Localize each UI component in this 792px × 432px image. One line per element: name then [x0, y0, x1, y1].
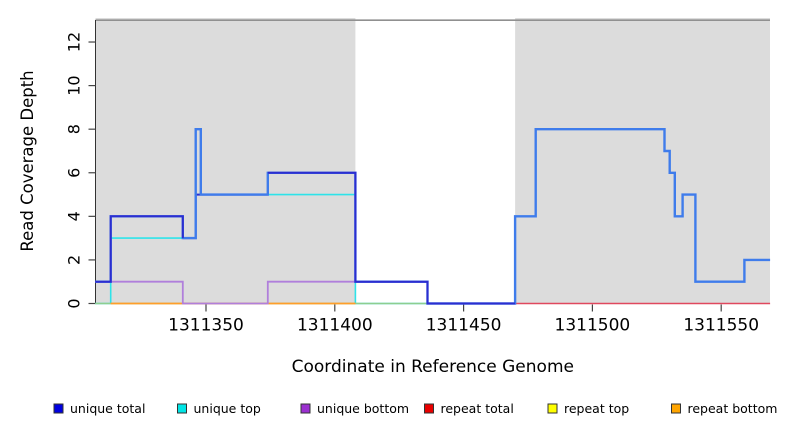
- y-tick-label: 6: [64, 168, 83, 178]
- legend-item: repeat bottom: [671, 401, 778, 416]
- y-tick-label: 2: [65, 255, 84, 265]
- y-tick-label: 12: [65, 32, 84, 52]
- legend-swatch-unique-total-icon: [53, 403, 64, 414]
- legend-item: unique total: [53, 401, 145, 416]
- legend-swatch-repeat-bottom-icon: [671, 403, 681, 414]
- series-unique-total-left-a-line: [95, 215, 184, 283]
- y-tick-label: 0: [65, 298, 84, 308]
- legend-item: unique bottom: [300, 401, 409, 416]
- legend-item: unique top: [177, 401, 261, 416]
- y-tick-label: 10: [65, 75, 84, 95]
- legend-label: repeat total: [441, 401, 514, 416]
- legend-swatch-repeat-top-icon: [547, 403, 558, 414]
- legend-label: repeat top: [564, 401, 629, 416]
- legend-swatch-repeat-total-icon: [424, 403, 434, 414]
- x-tick-label: 1311400: [297, 316, 373, 336]
- legend-item: repeat total: [424, 401, 514, 416]
- gap-region: [355, 18, 516, 304]
- legend-item: repeat top: [547, 401, 629, 416]
- legend-swatch-unique-top-icon: [177, 403, 187, 414]
- x-axis-title: Coordinate in Reference Genome: [292, 357, 574, 377]
- legend-label: unique total: [70, 401, 145, 416]
- x-tick-label: 1311500: [555, 316, 631, 336]
- series-total-line: [95, 127, 771, 305]
- x-tick-label: 1311450: [426, 316, 502, 336]
- legend-label: repeat bottom: [688, 401, 778, 416]
- legend-label: unique top: [194, 401, 261, 416]
- x-tick-label: 1311350: [168, 316, 244, 336]
- x-tick-label: 1311550: [683, 316, 759, 336]
- legend-label: unique bottom: [317, 401, 409, 416]
- y-tick-label: 8: [64, 124, 83, 134]
- legend-swatch-unique-bottom-icon: [300, 403, 311, 414]
- y-axis-title: Read Coverage Depth: [18, 70, 37, 251]
- y-tick-label: 4: [65, 211, 84, 221]
- series-unique-total-right-line: [267, 171, 516, 305]
